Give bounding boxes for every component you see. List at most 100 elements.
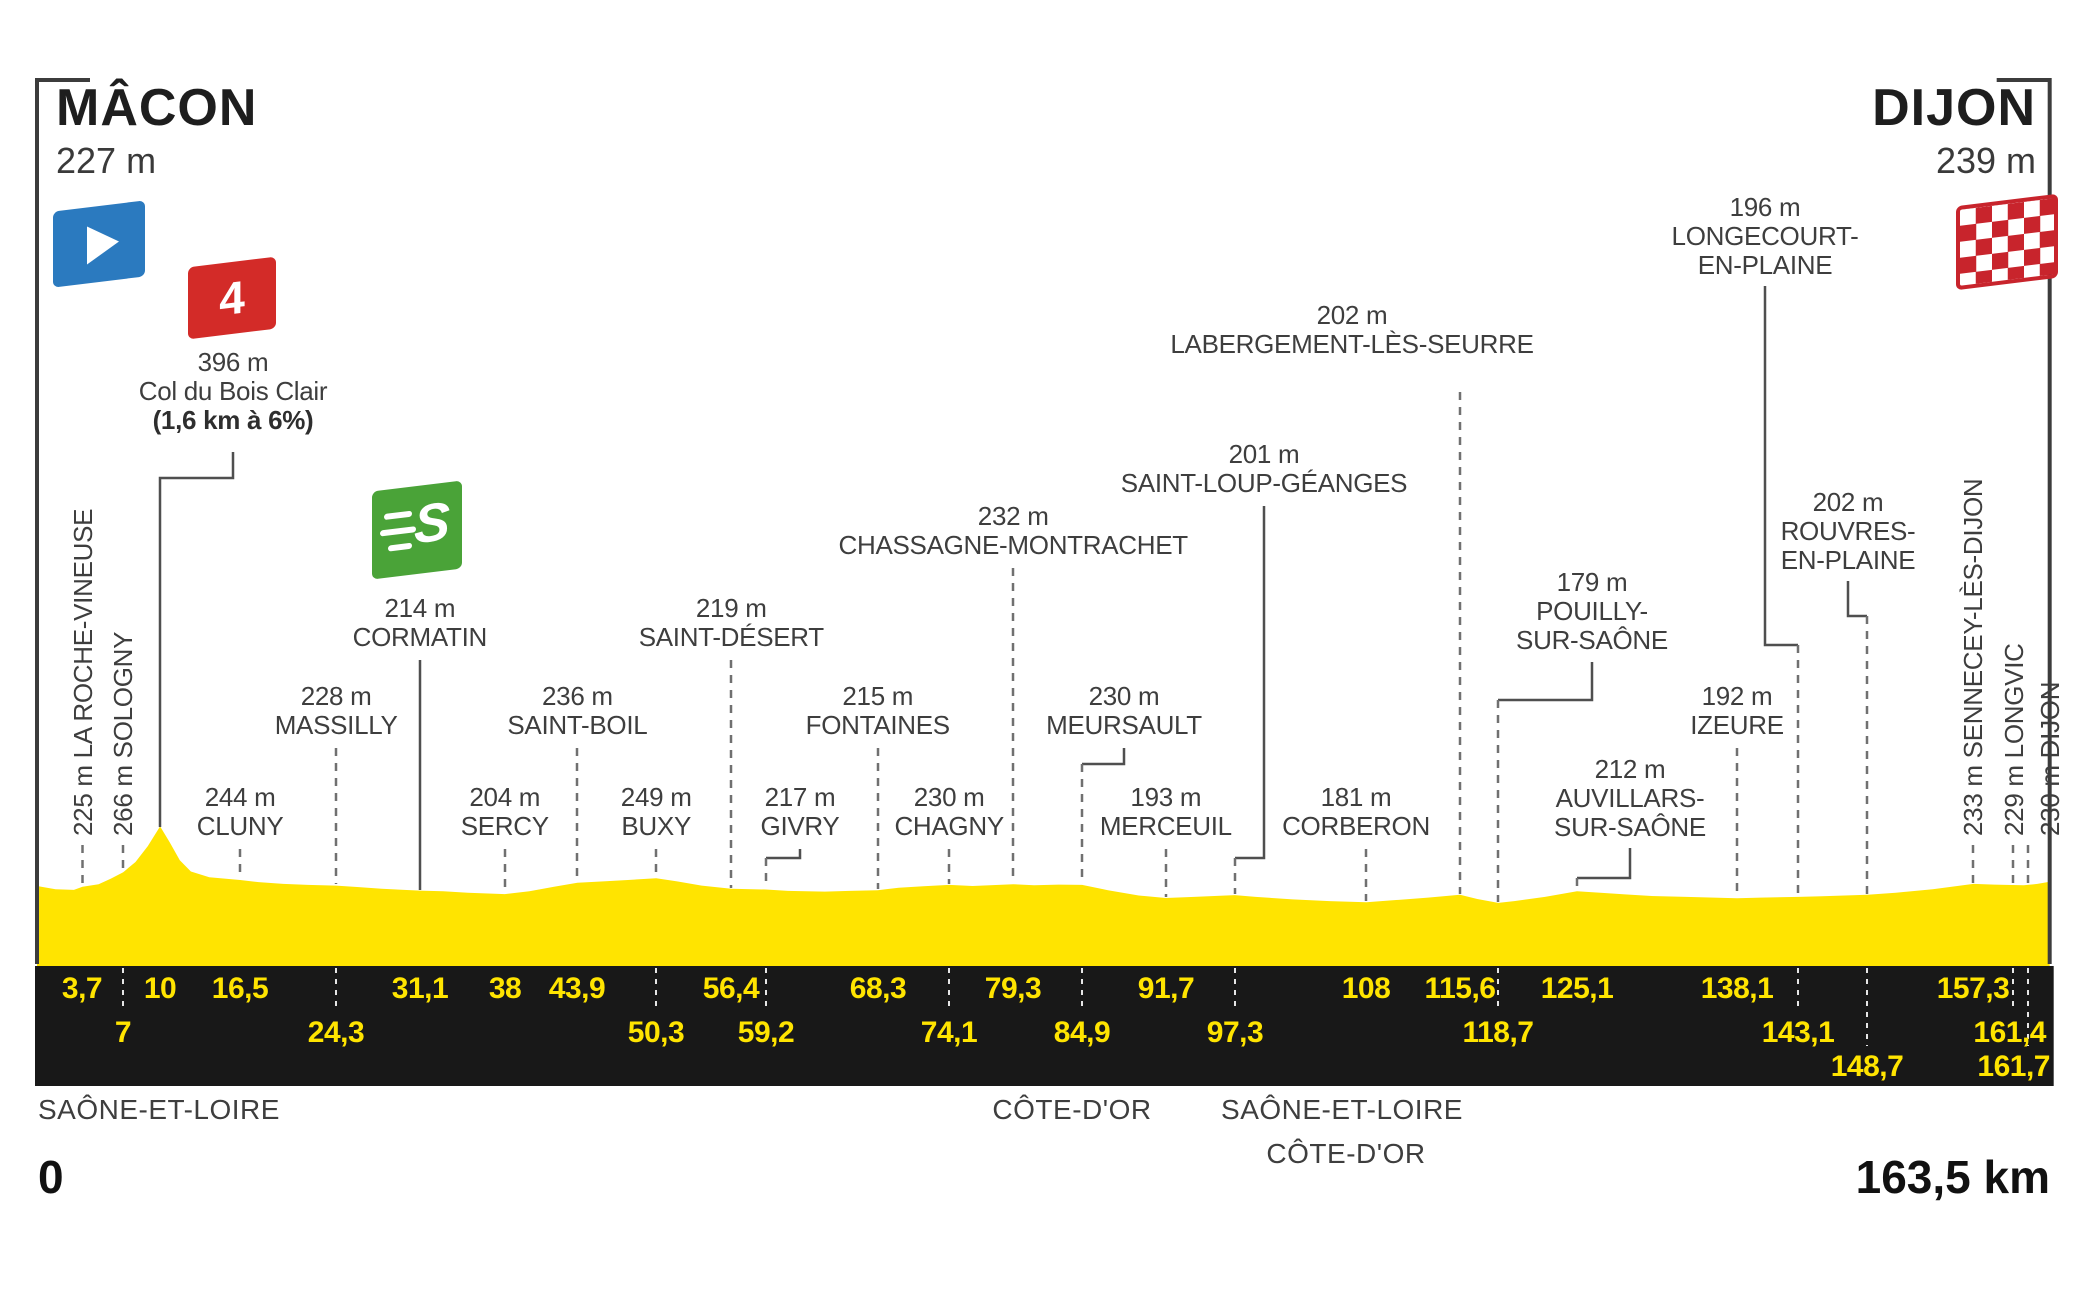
waypoint-text: 228 m — [300, 681, 372, 711]
distance-band — [35, 966, 2054, 1086]
waypoint-text: 236 m — [542, 681, 613, 711]
km-marker: 84,9 — [1053, 1016, 1111, 1049]
waypoint-text: 233 m SENNECEY-LÈS-DIJON — [1958, 478, 1989, 836]
waypoint-text: LABERGEMENT-LÈS-SEURRE — [1170, 329, 1534, 359]
waypoint-label: 230 m MEURSAULT — [1046, 682, 1202, 740]
waypoint-label: 396 m Col du Bois Clair (1,6 km à 6%) — [139, 348, 328, 435]
waypoint-text: Col du Bois Clair — [138, 376, 328, 406]
km-marker: 31,1 — [391, 972, 449, 1005]
waypoint-label: 244 m CLUNY — [197, 783, 284, 841]
department-label: CÔTE-D'OR — [1266, 1138, 1426, 1169]
km-marker: 97,3 — [1206, 1016, 1264, 1049]
km-marker: 16,5 — [211, 972, 269, 1005]
start-city-block: MÂCON 227 m — [56, 78, 257, 182]
waypoint-label: 214 m CORMATIN — [352, 593, 488, 652]
waypoint-text: MASSILLY — [274, 710, 398, 740]
waypoint-text: CORBERON — [1282, 811, 1430, 841]
waypoint-label: 201 m SAINT-LOUP-GÉANGES — [1121, 440, 1408, 498]
km-marker: 68,3 — [849, 972, 907, 1005]
km-marker: 161,7 — [1977, 1050, 2050, 1083]
waypoint-text: SERCY — [460, 811, 549, 841]
frame-corner-left — [35, 78, 90, 964]
waypoint-label: 192 m IZEURE — [1690, 682, 1784, 740]
km-marker: 108 — [1341, 972, 1391, 1005]
start-city-elevation: 227 m — [56, 140, 157, 181]
km-marker: 50,3 — [627, 1016, 685, 1049]
waypoint-text: FONTAINES — [805, 710, 950, 740]
waypoint-text: POUILLY- — [1536, 596, 1648, 626]
km-marker: 118,7 — [1462, 1016, 1534, 1049]
waypoint-text: 193 m — [1130, 782, 1202, 812]
waypoint-text: CORMATIN — [352, 622, 488, 652]
waypoint-label: 212 m AUVILLARS- SUR-SAÔNE — [1554, 755, 1706, 842]
waypoint-text: MERCEUIL — [1099, 811, 1232, 841]
waypoint-text: 229 m LONGVIC — [1998, 643, 2029, 836]
waypoint-text: 202 m — [1812, 487, 1884, 517]
km-marker: 74,1 — [920, 1016, 978, 1049]
waypoint-text: EN-PLAINE — [1697, 250, 1833, 280]
leader-line — [1846, 581, 1867, 618]
waypoint-text: 230 m DIJON — [2034, 681, 2065, 836]
waypoint-text: 179 m — [1556, 567, 1628, 597]
waypoint-text: CHASSAGNE-MONTRACHET — [838, 530, 1188, 560]
leader-line — [1763, 286, 1798, 647]
leader-line — [1235, 506, 1266, 860]
km-marker: 38 — [488, 972, 522, 1005]
waypoint-label: 236 m SAINT-BOIL — [507, 682, 647, 740]
km-marker: 79,3 — [984, 972, 1042, 1005]
leader-line — [1577, 848, 1632, 880]
waypoint-text: LONGECOURT- — [1671, 221, 1859, 251]
waypoint-text: 192 m — [1701, 681, 1773, 711]
finish-city-elevation: 239 m — [1935, 140, 2036, 181]
waypoint-text: 225 m LA ROCHE-VINEUSE — [67, 508, 98, 836]
waypoint-label: 196 m LONGECOURT- EN-PLAINE — [1672, 193, 1859, 280]
km-marker: 125,1 — [1540, 972, 1614, 1005]
waypoint-label: 232 m CHASSAGNE-MONTRACHET — [838, 501, 1188, 560]
finish-city-block: DIJON 239 m — [1872, 78, 2036, 182]
leader-line — [1498, 662, 1594, 702]
waypoint-label: 179 m POUILLY- SUR-SAÔNE — [1516, 568, 1668, 655]
waypoint-text: ROUVRES- — [1780, 516, 1916, 546]
finish-city-name: DIJON — [1872, 79, 2036, 137]
start-km-label: 0 — [38, 1151, 64, 1203]
waypoint-text: 232 m — [977, 501, 1049, 531]
waypoint-text: 396 m — [197, 347, 269, 377]
km-marker: 59,2 — [737, 1016, 795, 1049]
department-label: SAÔNE-ET-LOIRE — [1221, 1094, 1463, 1125]
km-marker: 7 — [114, 1016, 132, 1049]
frame-corner-right — [1996, 78, 2052, 964]
department-label: SAÔNE-ET-LOIRE — [38, 1094, 280, 1125]
km-marker: 143,1 — [1761, 1016, 1835, 1049]
km-marker: 24,3 — [307, 1016, 365, 1049]
waypoint-text: 217 m — [764, 782, 836, 812]
waypoint-text: EN-PLAINE — [1780, 545, 1916, 575]
waypoint-label: 181 m CORBERON — [1282, 783, 1430, 841]
waypoint-text: 214 m — [384, 593, 456, 623]
waypoint-text: 219 m — [695, 593, 767, 623]
km-marker: 91,7 — [1137, 972, 1195, 1005]
waypoint-text: SUR-SAÔNE — [1554, 812, 1706, 842]
km-marker: 161,4 — [1973, 1016, 2046, 1049]
km-marker: 157,3 — [1936, 972, 2010, 1005]
start-city-name: MÂCON — [56, 79, 258, 137]
waypoint-label: 217 m GIVRY — [761, 783, 840, 841]
waypoint-text: GIVRY — [760, 811, 840, 841]
waypoint-label: 215 m FONTAINES — [806, 682, 950, 740]
waypoint-label: 219 m SAINT-DÉSERT — [639, 594, 824, 652]
waypoint-text: CHAGNY — [894, 811, 1004, 841]
total-distance-label: 163,5 km — [1855, 1151, 2050, 1203]
waypoint-text: SAINT-DÉSERT — [638, 622, 824, 652]
leader-line — [1082, 748, 1126, 766]
waypoint-text: CLUNY — [196, 811, 284, 841]
waypoint-text: 196 m — [1729, 192, 1801, 222]
leader-line — [766, 849, 802, 860]
waypoint-text: 181 m — [1320, 782, 1392, 812]
waypoint-label: 230 m CHAGNY — [894, 782, 1004, 841]
waypoint-text: 230 m — [1088, 681, 1160, 711]
waypoint-text: 230 m — [913, 782, 985, 812]
waypoint-text: 215 m — [842, 681, 914, 711]
waypoint-text: 204 m — [469, 782, 541, 812]
